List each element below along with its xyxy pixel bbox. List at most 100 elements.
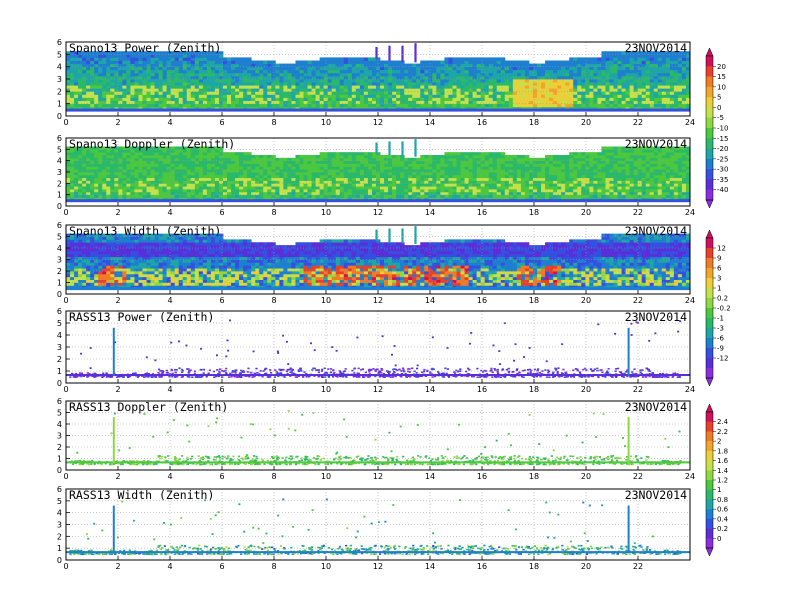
heatmap-cell — [464, 88, 469, 92]
heatmap-cell — [593, 103, 598, 108]
heatmap-cell — [565, 155, 570, 159]
heatmap-cell — [126, 166, 131, 170]
heatmap-cell — [452, 169, 457, 173]
heatmap-cell — [307, 97, 312, 101]
heatmap-cell — [247, 155, 252, 159]
heatmap-cell — [444, 174, 449, 179]
heatmap-cell — [669, 82, 675, 86]
heatmap-cell — [657, 57, 663, 61]
heatmap-cell — [331, 66, 337, 71]
heatmap-cell — [577, 94, 582, 98]
heatmap-cell — [134, 189, 139, 193]
heatmap-cell — [448, 172, 453, 176]
heatmap-cell — [508, 172, 514, 176]
heatmap-cell — [186, 79, 192, 83]
heatmap-cell — [476, 82, 482, 86]
heatmap-cell — [142, 51, 147, 55]
heatmap-cell — [319, 180, 325, 184]
heatmap-cell — [351, 160, 357, 164]
heatmap-cell — [476, 85, 482, 89]
heatmap-cell — [392, 103, 397, 108]
heatmap-cell — [227, 100, 232, 105]
heatmap-cell — [597, 103, 602, 108]
heatmap-cell — [384, 163, 389, 167]
heatmap-cell — [460, 180, 465, 184]
heatmap-cell — [480, 91, 486, 95]
heatmap-cell — [194, 169, 200, 173]
heatmap-cell — [90, 106, 95, 111]
heatmap-cell — [110, 63, 115, 68]
heatmap-cell — [585, 82, 590, 86]
heatmap-cell — [593, 191, 598, 196]
heatmap-cell — [351, 157, 357, 162]
heatmap-cell — [452, 97, 457, 101]
heatmap-cell — [323, 82, 329, 86]
heatmap-cell — [66, 172, 71, 176]
heatmap-cell — [331, 69, 337, 74]
heatmap-cell — [134, 146, 139, 150]
heatmap-cell — [66, 160, 71, 164]
heatmap-cell — [182, 163, 188, 167]
heatmap-cell — [194, 155, 200, 159]
heatmap-cell — [565, 85, 570, 89]
heatmap-cell — [516, 72, 522, 77]
heatmap-cell — [355, 183, 361, 187]
heatmap-cell — [74, 152, 79, 156]
heatmap-cell — [239, 191, 244, 196]
heatmap-cell — [271, 106, 276, 111]
heatmap-cell — [186, 88, 192, 92]
heatmap-cell — [496, 169, 502, 173]
heatmap-cell — [146, 197, 151, 201]
heatmap-cell — [66, 197, 71, 201]
heatmap-cell — [436, 63, 441, 68]
heatmap-cell — [609, 85, 614, 89]
heatmap-cell — [295, 157, 300, 162]
heatmap-cell — [392, 177, 397, 181]
heatmap-cell — [569, 63, 574, 68]
heatmap-cell — [194, 163, 200, 167]
heatmap-cell — [528, 91, 534, 95]
heatmap-cell — [170, 149, 176, 153]
heatmap-cell — [82, 82, 87, 86]
heatmap-cell — [484, 88, 490, 92]
heatmap-cell — [408, 69, 413, 74]
heatmap-cell — [541, 194, 546, 198]
heatmap-cell — [271, 69, 276, 74]
heatmap-cell — [460, 191, 465, 196]
heatmap-cell — [581, 155, 586, 159]
heatmap-cell — [158, 174, 164, 179]
heatmap-cell — [170, 157, 176, 162]
heatmap-cell — [214, 169, 220, 173]
heatmap-cell — [500, 103, 506, 108]
heatmap-cell — [613, 51, 618, 55]
heatmap-cell — [66, 51, 71, 55]
heatmap-cell — [396, 183, 401, 187]
heatmap-cell — [206, 186, 212, 190]
heatmap-cell — [452, 157, 457, 162]
heatmap-cell — [295, 177, 300, 181]
heatmap-cell — [231, 186, 236, 190]
heatmap-cell — [597, 157, 602, 162]
heatmap-cell — [597, 155, 602, 159]
heatmap-cell — [416, 85, 421, 89]
heatmap-cell — [271, 60, 276, 64]
heatmap-cell — [347, 155, 353, 159]
heatmap-cell — [384, 191, 389, 196]
heatmap-cell — [194, 191, 200, 196]
heatmap-cell — [404, 166, 409, 170]
heatmap-cell — [70, 172, 75, 176]
heatmap-cell — [126, 85, 131, 89]
heatmap-cell — [472, 183, 478, 187]
heatmap-cell — [569, 69, 574, 74]
heatmap-cell — [492, 160, 498, 164]
heatmap-cell — [210, 72, 216, 77]
heatmap-cell — [247, 103, 252, 108]
heatmap-cell — [86, 174, 91, 179]
heatmap-cell — [279, 160, 284, 164]
heatmap-cell — [339, 197, 345, 201]
heatmap-cell — [335, 186, 341, 190]
heatmap-cell — [142, 69, 147, 74]
heatmap-cell — [138, 163, 143, 167]
heatmap-cell — [541, 172, 546, 176]
heatmap-cell — [218, 57, 224, 61]
